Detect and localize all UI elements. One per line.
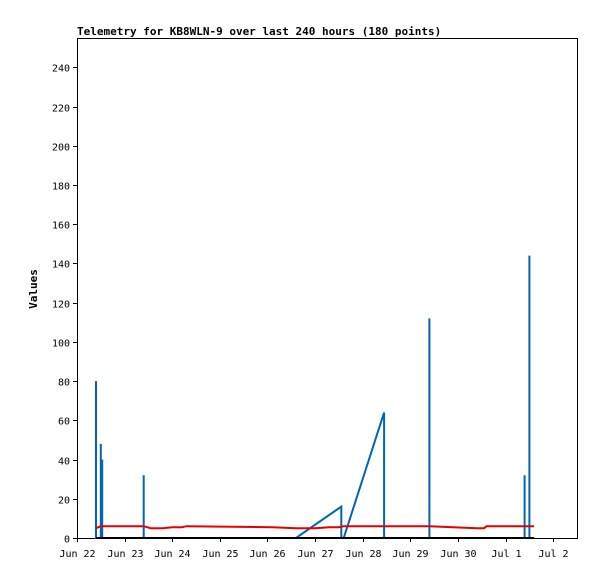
y-tick-label: 60	[58, 417, 70, 428]
chart-title: Telemetry for KB8WLN-9 over last 240 hou…	[77, 25, 441, 38]
x-axis: Jun 22 Jun 23 Jun 24 Jun 25 Jun 26 Jun 27 Jun …	[59, 538, 569, 560]
x-tick-label: Jun 25	[202, 549, 238, 560]
y-tick-label: 120	[52, 300, 70, 311]
x-tick-label: Jun 23	[107, 549, 143, 560]
y-tick-label: 180	[52, 182, 70, 193]
x-tick-label: Jun 28	[345, 549, 381, 560]
x-tick-label: Jul 2	[538, 549, 568, 560]
y-tick-label: 80	[58, 378, 70, 389]
y-tick-label: 100	[52, 339, 70, 350]
x-tick-label: Jun 26	[249, 549, 285, 560]
y-tick-label: 40	[58, 457, 70, 468]
y-axis-label: Values	[27, 269, 40, 309]
y-tick-label: 20	[58, 496, 70, 507]
x-tick-label: Jun 22	[59, 549, 95, 560]
y-tick-label: 160	[52, 221, 70, 232]
y-tick-label: 200	[52, 143, 70, 154]
series-line-0	[95, 255, 535, 539]
series-layer	[95, 255, 535, 539]
y-tick-label: 140	[52, 260, 70, 271]
x-tick-label: Jun 29	[392, 549, 428, 560]
y-tick-label: 220	[52, 104, 70, 115]
x-tick-label: Jun 27	[297, 549, 333, 560]
y-tick-label: 240	[52, 64, 70, 75]
series-line-1	[95, 525, 535, 530]
y-tick-label: 0	[64, 535, 70, 546]
x-tick-label: Jun 24	[154, 549, 190, 560]
plot-area-frame	[77, 38, 578, 539]
y-axis: 0 20 40 60 80 100 120 140 160 180 200 220 240	[52, 64, 77, 546]
x-tick-label: Jun 30	[440, 549, 476, 560]
x-tick-label: Jul 1	[491, 549, 521, 560]
